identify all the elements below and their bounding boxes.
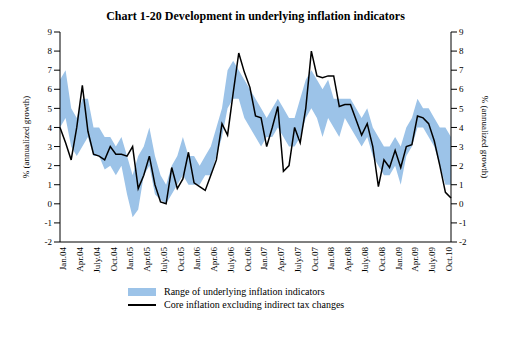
- svg-text:8: 8: [459, 46, 464, 56]
- html-text:Chart 1-20 Development in unde: Chart 1-20 Development in underlying inf…: [106, 9, 405, 23]
- svg-text:July.08: July.08: [360, 247, 370, 273]
- svg-text:Oct.06: Oct.06: [243, 247, 253, 272]
- svg-text:0: 0: [48, 199, 53, 209]
- svg-text:-1: -1: [45, 218, 53, 228]
- svg-text:Jan.09: Jan.09: [394, 247, 404, 271]
- svg-text:9: 9: [459, 27, 464, 37]
- svg-text:-2: -2: [459, 237, 467, 247]
- svg-text:July.09: July.09: [427, 247, 437, 273]
- svg-text:July.05: July.05: [159, 247, 169, 273]
- svg-text:4: 4: [48, 123, 53, 133]
- svg-text:Apr.06: Apr.06: [209, 247, 219, 272]
- svg-text:Apr.07: Apr.07: [276, 247, 286, 272]
- svg-text:Oct.08: Oct.08: [377, 247, 387, 272]
- svg-text:2: 2: [48, 161, 53, 171]
- svg-text:Apr.09: Apr.09: [410, 247, 420, 272]
- svg-text:Oct.04: Oct.04: [109, 247, 119, 272]
- svg-text:3: 3: [48, 142, 53, 152]
- svg-text:-2: -2: [45, 237, 53, 247]
- svg-text:5: 5: [48, 104, 53, 114]
- svg-text:5: 5: [459, 104, 464, 114]
- svg-text:8: 8: [48, 46, 53, 56]
- svg-text:2: 2: [459, 161, 464, 171]
- svg-text:9: 9: [48, 27, 53, 37]
- svg-text:July.07: July.07: [293, 247, 303, 273]
- svg-text:Apr.05: Apr.05: [142, 247, 152, 272]
- html-text:Range of underlying inflation: Range of underlying inflation indicators: [164, 286, 325, 297]
- svg-text:Jan.05: Jan.05: [125, 247, 135, 271]
- svg-text:1: 1: [48, 180, 53, 190]
- svg-text:7: 7: [459, 65, 464, 75]
- svg-text:Apr.08: Apr.08: [343, 247, 353, 272]
- svg-text:0: 0: [459, 199, 464, 209]
- svg-text:-1: -1: [459, 218, 467, 228]
- svg-text:Oct.05: Oct.05: [176, 247, 186, 272]
- svg-text:Jan.06: Jan.06: [192, 247, 202, 271]
- svg-text:Oct.10: Oct.10: [444, 247, 454, 272]
- svg-text:6: 6: [459, 84, 464, 94]
- svg-text:4: 4: [459, 123, 464, 133]
- svg-text:Jan.08: Jan.08: [327, 247, 337, 271]
- html-text:Core inflation excluding indir: Core inflation excluding indirect tax ch…: [164, 299, 345, 310]
- svg-text:% (annualized growth): % (annualized growth): [21, 96, 31, 178]
- svg-text:Jan.04: Jan.04: [58, 247, 68, 271]
- svg-text:Jan.07: Jan.07: [259, 247, 269, 271]
- svg-text:3: 3: [459, 142, 464, 152]
- svg-text:Oct.07: Oct.07: [310, 247, 320, 272]
- svg-text:% (annualized growth): % (annualized growth): [480, 96, 490, 178]
- svg-text:1: 1: [459, 180, 464, 190]
- svg-text:6: 6: [48, 84, 53, 94]
- svg-text:Apr.04: Apr.04: [75, 247, 85, 272]
- svg-text:July.06: July.06: [226, 247, 236, 273]
- svg-text:7: 7: [48, 65, 53, 75]
- svg-text:July.04: July.04: [92, 247, 102, 273]
